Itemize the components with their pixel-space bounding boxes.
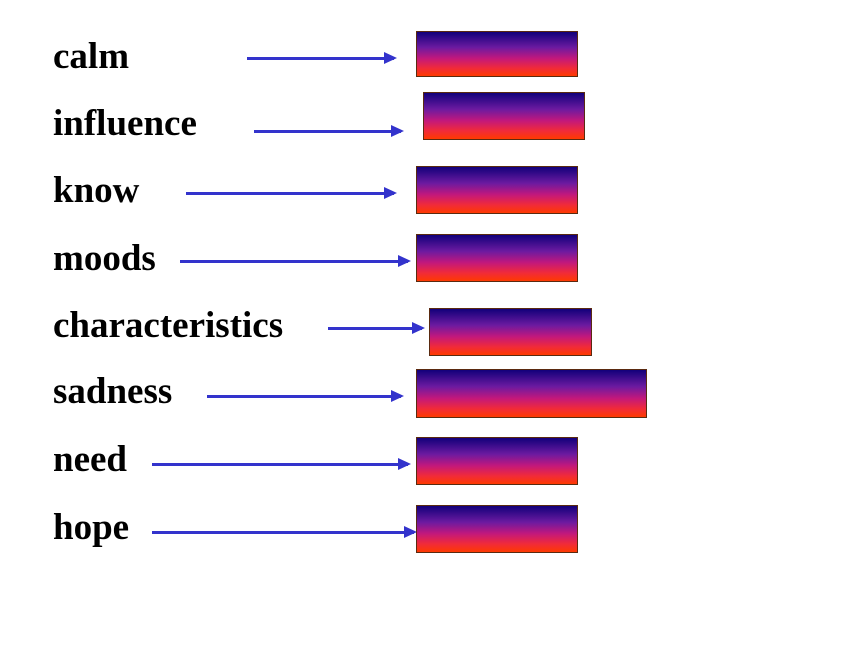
answer-box-need[interactable] bbox=[416, 437, 578, 485]
word-characteristics: characteristics bbox=[53, 305, 284, 346]
arrow-characteristics bbox=[328, 322, 425, 334]
answer-box-know[interactable] bbox=[416, 166, 578, 214]
answer-box-characteristics[interactable] bbox=[429, 308, 592, 356]
answer-box-sadness[interactable] bbox=[416, 369, 647, 418]
answer-box-influence[interactable] bbox=[423, 92, 585, 140]
arrow-calm bbox=[247, 52, 397, 64]
word-moods: moods bbox=[53, 238, 156, 279]
word-calm: calm bbox=[53, 36, 130, 77]
arrow-head-icon bbox=[398, 255, 411, 267]
arrow-head-icon bbox=[391, 125, 404, 137]
arrow-know bbox=[186, 187, 397, 199]
word-sadness: sadness bbox=[53, 371, 173, 412]
word-need: need bbox=[53, 439, 127, 480]
arrow-head-icon bbox=[404, 526, 417, 538]
word-hope: hope bbox=[53, 507, 130, 548]
arrow-need bbox=[152, 458, 411, 470]
answer-box-hope[interactable] bbox=[416, 505, 578, 553]
arrow-moods bbox=[180, 255, 411, 267]
arrow-influence bbox=[254, 125, 404, 137]
arrow-head-icon bbox=[384, 52, 397, 64]
word-know: know bbox=[53, 170, 140, 211]
arrow-head-icon bbox=[412, 322, 425, 334]
word-influence: influence bbox=[53, 103, 197, 144]
arrow-head-icon bbox=[384, 187, 397, 199]
arrow-hope bbox=[152, 526, 417, 538]
answer-box-moods[interactable] bbox=[416, 234, 578, 282]
arrow-head-icon bbox=[391, 390, 404, 402]
arrow-head-icon bbox=[398, 458, 411, 470]
answer-box-calm[interactable] bbox=[416, 31, 578, 77]
arrow-sadness bbox=[207, 390, 404, 402]
